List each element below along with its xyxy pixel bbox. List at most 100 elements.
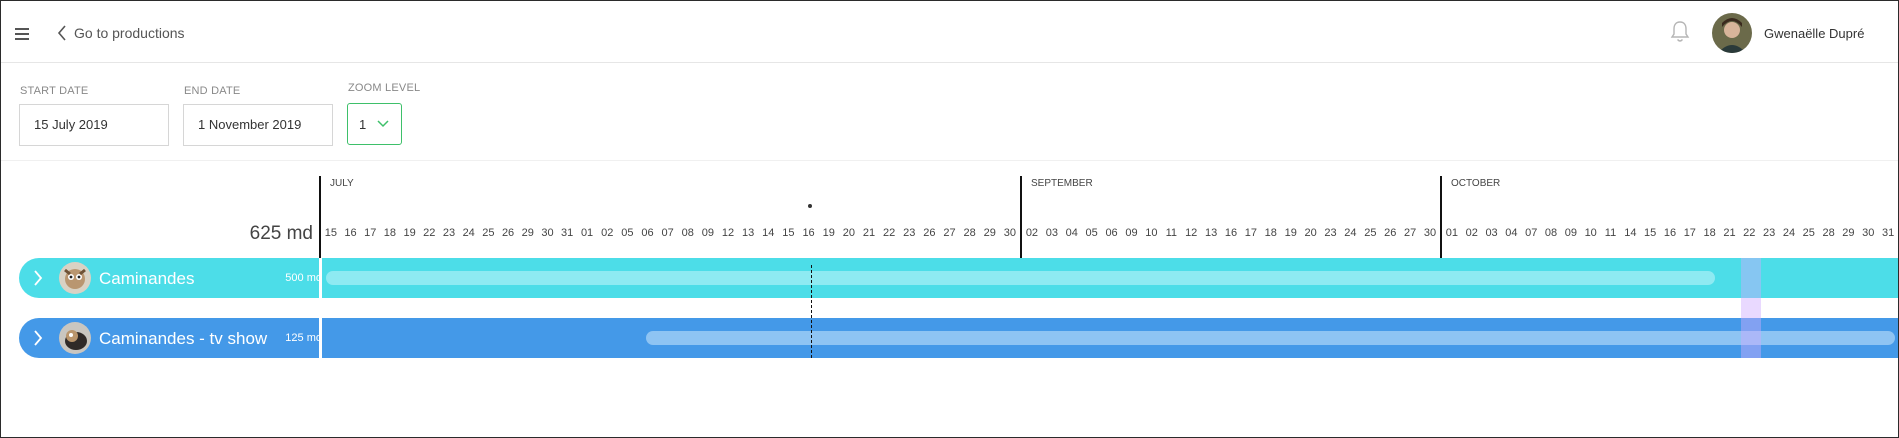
day-label: 04: [1065, 227, 1078, 239]
month-label-july: JULY: [330, 178, 354, 189]
day-label: 09: [1125, 227, 1138, 239]
day-label: 30: [1423, 227, 1437, 239]
day-label: 31: [561, 227, 574, 239]
month-label-october: OCTOBER: [1451, 178, 1501, 189]
today-marker-line: [811, 265, 812, 358]
row-divider: [319, 318, 322, 358]
total-md: 625 md: [249, 223, 313, 244]
production-row-caminandes-tv-show: Caminandes - tv show 125 md: [19, 318, 1898, 358]
chevron-down-icon: [377, 120, 389, 128]
menu-icon[interactable]: [15, 28, 29, 40]
day-label: 15: [324, 227, 337, 239]
day-label: 30: [541, 227, 554, 239]
day-label: 09: [701, 227, 714, 239]
back-link-label: Go to productions: [74, 25, 185, 41]
day-label: 03: [1485, 227, 1498, 239]
production-row-caminandes: Caminandes 500 md: [19, 258, 1898, 298]
back-to-productions-link[interactable]: Go to productions: [57, 23, 185, 43]
production-schedule-bar[interactable]: [326, 271, 1715, 285]
start-date-label: START DATE: [20, 85, 89, 97]
top-bar: Go to productions Gwenaëlle Dupré: [1, 1, 1898, 63]
day-label: 26: [501, 227, 515, 239]
production-avatar: [59, 322, 91, 354]
user-avatar: [1712, 13, 1752, 53]
production-name[interactable]: Caminandes - tv show: [99, 329, 268, 348]
day-label: 22: [1743, 227, 1756, 239]
production-avatar: [59, 262, 91, 294]
day-label: 10: [1584, 227, 1597, 239]
day-label: 03: [1045, 227, 1058, 239]
highlighted-day-column: [1741, 258, 1761, 358]
day-label: 10: [1145, 227, 1158, 239]
day-label: 23: [1324, 227, 1337, 239]
day-label: 19: [403, 227, 416, 239]
day-label: 02: [1465, 227, 1478, 239]
day-label: 15: [782, 227, 795, 239]
day-label: 09: [1564, 227, 1577, 239]
day-label: 31: [1881, 227, 1895, 239]
day-label: 24: [462, 227, 475, 239]
day-label: 29: [1842, 227, 1855, 239]
production-name[interactable]: Caminandes: [99, 269, 195, 288]
end-date-input[interactable]: 1 November 2019: [183, 104, 333, 146]
day-label: 14: [1624, 227, 1637, 239]
day-label: 26: [1384, 227, 1397, 239]
day-label: 25: [482, 227, 495, 239]
day-label: 20: [1304, 227, 1317, 239]
day-label: 17: [1244, 227, 1258, 239]
day-label: 06: [641, 227, 654, 239]
end-date-label: END DATE: [184, 85, 241, 97]
day-label: 11: [1604, 227, 1617, 239]
day-label: 07: [661, 227, 674, 239]
day-label: 28: [963, 227, 976, 239]
day-label: 05: [621, 227, 634, 239]
day-label: 16: [802, 227, 815, 239]
today-marker-dot: [808, 204, 812, 208]
day-label: 08: [1544, 227, 1558, 239]
user-name: Gwenaëlle Dupré: [1764, 25, 1865, 41]
day-label: 25: [1364, 227, 1377, 239]
day-label: 12: [721, 227, 735, 239]
production-md: 125 md: [285, 332, 322, 344]
day-label: 29: [983, 227, 996, 239]
day-label: 12: [1185, 227, 1198, 239]
day-label: 24: [1782, 227, 1796, 239]
day-label: 13: [1204, 227, 1218, 239]
day-label: 11: [1165, 227, 1177, 239]
day-label: 21: [1723, 227, 1736, 239]
day-label: 14: [762, 227, 775, 239]
day-label: 02: [601, 227, 614, 239]
day-label: 16: [1224, 227, 1238, 239]
day-label: 18: [383, 227, 397, 239]
day-label: 19: [1284, 227, 1297, 239]
day-label: 25: [1802, 227, 1815, 239]
month-divider: [1020, 176, 1022, 258]
start-date-input[interactable]: 15 July 2019: [19, 104, 169, 146]
day-label: 18: [1703, 227, 1716, 239]
day-label: 22: [423, 227, 436, 239]
month-divider: [319, 176, 321, 258]
day-label: 15: [1644, 227, 1657, 239]
zoom-level-select[interactable]: 1: [347, 103, 402, 145]
day-label: 13: [742, 227, 755, 239]
day-label: 23: [903, 227, 916, 239]
bell-icon[interactable]: [1669, 20, 1691, 44]
month-label-september: SEPTEMBER: [1031, 178, 1093, 189]
chevron-right-icon[interactable]: [33, 270, 43, 286]
day-label: 18: [1264, 227, 1277, 239]
day-label: 22: [882, 227, 896, 239]
day-label: 16: [344, 227, 357, 239]
day-label: 02: [1025, 227, 1039, 239]
production-schedule-bar[interactable]: [646, 331, 1895, 345]
row-divider: [319, 258, 322, 298]
zoom-level-value: 1: [359, 116, 367, 132]
day-label: 26: [923, 227, 936, 239]
user-menu[interactable]: Gwenaëlle Dupré: [1712, 13, 1864, 53]
day-label: 06: [1105, 227, 1118, 239]
day-label: 30: [1003, 227, 1017, 239]
day-label: 23: [1763, 227, 1776, 239]
day-label: 07: [1525, 227, 1538, 239]
chevron-right-icon[interactable]: [33, 330, 43, 346]
day-label: 17: [1683, 227, 1696, 239]
